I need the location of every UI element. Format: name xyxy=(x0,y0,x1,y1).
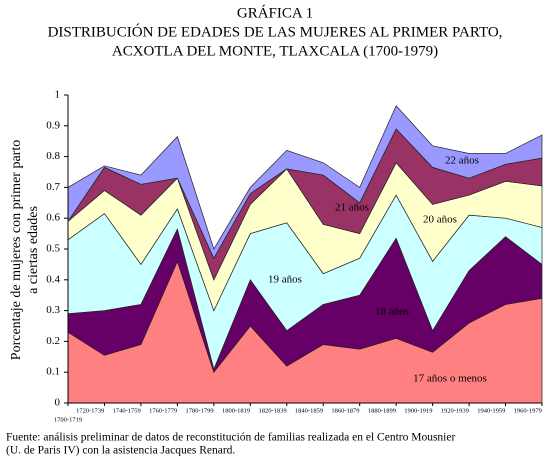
series-label: 21 años xyxy=(335,202,369,214)
y-tick-label: 0 xyxy=(55,397,61,409)
y-tick-label: 0.9 xyxy=(46,119,60,131)
source-note: (U. de Paris IV) con la asistencia Jacqu… xyxy=(6,445,235,457)
chart-title: GRÁFICA 1 xyxy=(237,4,313,21)
series-label: 20 años xyxy=(423,214,457,226)
x-tick-label: 1700-1719 xyxy=(54,416,82,423)
source-note: Fuente: análisis preliminar de datos de … xyxy=(6,432,455,444)
x-tick-label: 1900-1919 xyxy=(404,407,432,414)
x-tick-label: 1960-1979 xyxy=(514,407,542,414)
x-tick-label: 1820-1839 xyxy=(258,407,286,414)
x-tick-label: 1920-1939 xyxy=(441,407,469,414)
x-tick-label: 1720-1739 xyxy=(76,407,104,414)
y-tick-label: 0.1 xyxy=(46,366,60,378)
y-tick-label: 0.7 xyxy=(46,181,60,193)
x-tick-label: 1940-1959 xyxy=(477,407,505,414)
y-tick-label: 0.8 xyxy=(46,150,60,162)
y-tick-label: 0.4 xyxy=(46,273,60,285)
series-label: 17 años o menos xyxy=(413,373,487,385)
area xyxy=(67,105,543,260)
x-tick-label: 1780-1799 xyxy=(186,407,214,414)
x-tick-label: 1760-1779 xyxy=(149,407,177,414)
y-tick-label: 0.5 xyxy=(46,243,60,255)
series-label: 22 años xyxy=(445,155,479,167)
x-tick-label: 1740-1759 xyxy=(113,407,141,414)
y-axis-label: a ciertas edades xyxy=(26,206,41,294)
x-tick-label: 1840-1859 xyxy=(295,407,323,414)
y-axis-label: Porcentaje de mujeres con primer parto xyxy=(9,140,24,360)
x-tick-label: 1880-1899 xyxy=(368,407,396,414)
y-tick-label: 0.6 xyxy=(46,212,60,224)
chart-title: ACXOTLA DEL MONTE, TLAXCALA (1700-1979) xyxy=(112,43,438,59)
y-tick-label: 0.3 xyxy=(46,304,60,316)
x-tick-label: 1860-1879 xyxy=(331,407,359,414)
x-tick-label: 1800-1819 xyxy=(222,407,250,414)
series-label: 18 años xyxy=(375,306,409,318)
series-label: 19 años xyxy=(268,274,302,286)
y-tick-label: 1 xyxy=(55,89,61,101)
y-tick-label: 0.2 xyxy=(46,335,60,347)
chart-title: DISTRIBUCIÓN DE EDADES DE LAS MUJERES AL… xyxy=(48,23,503,40)
